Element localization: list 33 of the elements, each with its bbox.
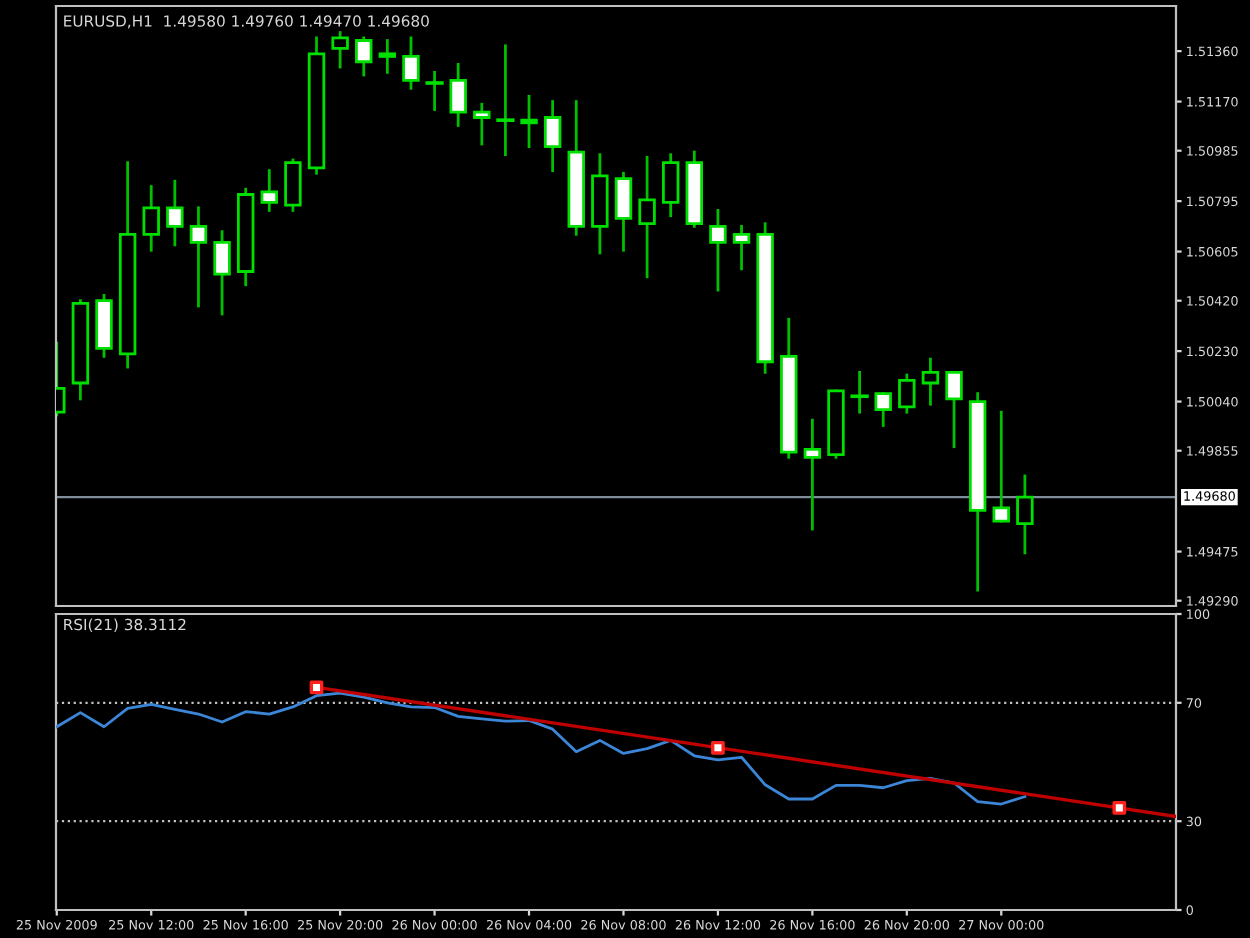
- candlestick: [425, 70, 444, 111]
- candlestick: [520, 94, 538, 149]
- candlestick: [496, 44, 515, 157]
- candlestick: [449, 63, 467, 127]
- point: [1112, 801, 1127, 815]
- candlestick: [402, 36, 420, 90]
- candlestick: [355, 36, 373, 77]
- candlestick: [166, 179, 184, 247]
- candlestick: [189, 206, 208, 308]
- candlestick: [803, 418, 822, 531]
- candlestick: [638, 155, 656, 279]
- candlestick: [331, 31, 349, 69]
- candlestick: [543, 100, 562, 172]
- candlestick: [614, 171, 633, 252]
- candlestick: [213, 230, 231, 316]
- candlestick: [898, 373, 916, 414]
- candlestick: [709, 209, 727, 292]
- point: [309, 680, 324, 695]
- candlestick: [874, 392, 892, 427]
- candlestick: [992, 410, 1010, 523]
- candlestick: [732, 224, 751, 271]
- candlestick: [284, 158, 302, 212]
- candlestick: [378, 39, 397, 74]
- candlestick: [95, 293, 113, 358]
- candlestick: [473, 102, 491, 146]
- candlestick: [142, 185, 160, 252]
- candlestick: [921, 357, 940, 406]
- candlestick: [260, 169, 279, 212]
- candlestick: [850, 370, 869, 414]
- candlestick: [1016, 474, 1034, 555]
- candlestick: [945, 370, 963, 449]
- candlestick: [661, 153, 680, 218]
- point: [711, 740, 725, 755]
